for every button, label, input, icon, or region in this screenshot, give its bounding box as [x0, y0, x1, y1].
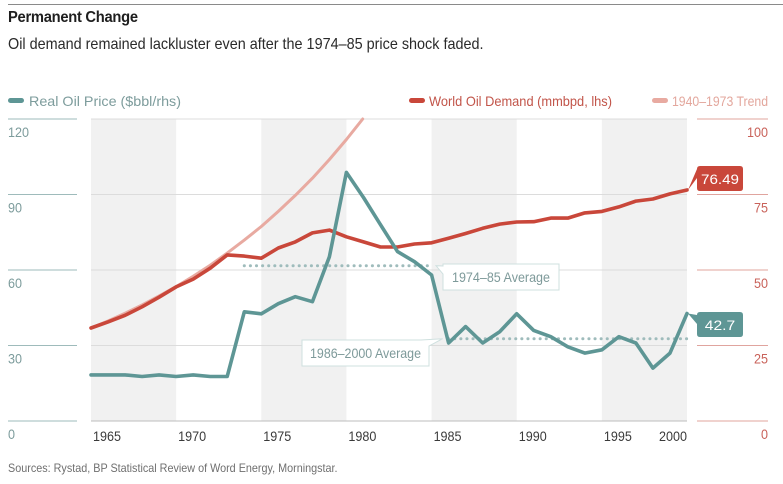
- x-axis-tick-label: 1965: [93, 428, 121, 444]
- demand-end-label: 76.49: [688, 166, 743, 191]
- right-axis-tick-label: 25: [754, 351, 768, 367]
- x-axis: 1965 1970 1975 1980 1985 1990 1995 2000: [93, 428, 687, 444]
- legend-swatch-demand: [409, 98, 425, 103]
- x-axis-tick-label: 2000: [659, 428, 687, 444]
- chart-title: Permanent Change: [8, 9, 138, 26]
- x-axis-tick-label: 1985: [434, 428, 462, 444]
- legend-swatch-price: [8, 98, 24, 103]
- left-axis: 0 30 60 90 120: [8, 118, 77, 442]
- left-axis-tick-label: 120: [8, 124, 29, 140]
- callout-1974-85-average: 1974–85 Average: [434, 263, 560, 291]
- callout-box: [434, 263, 560, 291]
- price-line: [89, 170, 689, 379]
- right-axis-tick-label: 100: [747, 124, 768, 140]
- x-axis-tick-label: 1980: [348, 428, 376, 444]
- callout-box: [301, 338, 443, 367]
- chart-subtitle: Oil demand remained lackluster even afte…: [8, 36, 484, 53]
- reference-lines: [242, 264, 689, 341]
- legend-item-demand: World Oil Demand (mmbpd, lhs): [409, 93, 612, 109]
- source-note: Sources: Rystad, BP Statistical Review o…: [8, 461, 338, 475]
- x-axis-tick-label: 1990: [519, 428, 547, 444]
- legend-item-price: Real Oil Price ($bbl/rhs): [8, 93, 181, 109]
- end-label-badge: [688, 312, 743, 337]
- callouts: 1974–85 Average 1986–2000 Average: [301, 263, 560, 367]
- end-label-text: 76.49: [701, 171, 739, 187]
- left-axis-tick-label: 30: [8, 351, 22, 367]
- right-axis-tick-label: 50: [754, 275, 768, 291]
- left-axis-tick-label: 0: [8, 426, 15, 442]
- callout-label: 1986–2000 Average: [310, 345, 421, 361]
- legend-label-trend: 1940–1973 Trend: [672, 93, 768, 109]
- x-axis-tick-label: 1975: [263, 428, 291, 444]
- right-axis: 0 25 50 75 100: [697, 118, 768, 442]
- left-axis-tick-label: 90: [8, 200, 22, 216]
- legend-label-demand: World Oil Demand (mmbpd, lhs): [429, 93, 612, 109]
- series-lines: [89, 117, 689, 379]
- end-labels: 76.49 42.7: [688, 166, 743, 337]
- callout-1986-2000-average: 1986–2000 Average: [301, 338, 443, 367]
- left-axis-tick-label: 60: [8, 275, 22, 291]
- right-axis-tick-label: 0: [761, 426, 768, 442]
- top-rule: [8, 4, 783, 5]
- price-end-label: 42.7: [688, 312, 743, 337]
- gridlines: [91, 118, 687, 422]
- callout-label: 1974–85 Average: [452, 269, 550, 285]
- legend-item-trend: 1940–1973 Trend: [652, 93, 768, 109]
- end-label-text: 42.7: [705, 317, 736, 333]
- legend-label-price: Real Oil Price ($bbl/rhs): [29, 93, 181, 109]
- legend-swatch-trend: [652, 98, 668, 103]
- legend: Real Oil Price ($bbl/rhs) World Oil Dema…: [8, 93, 768, 109]
- right-axis-tick-label: 75: [754, 200, 768, 216]
- x-axis-tick-label: 1970: [178, 428, 206, 444]
- x-axis-tick-label: 1995: [604, 428, 632, 444]
- end-label-badge: [688, 166, 743, 191]
- demand-line: [89, 188, 689, 330]
